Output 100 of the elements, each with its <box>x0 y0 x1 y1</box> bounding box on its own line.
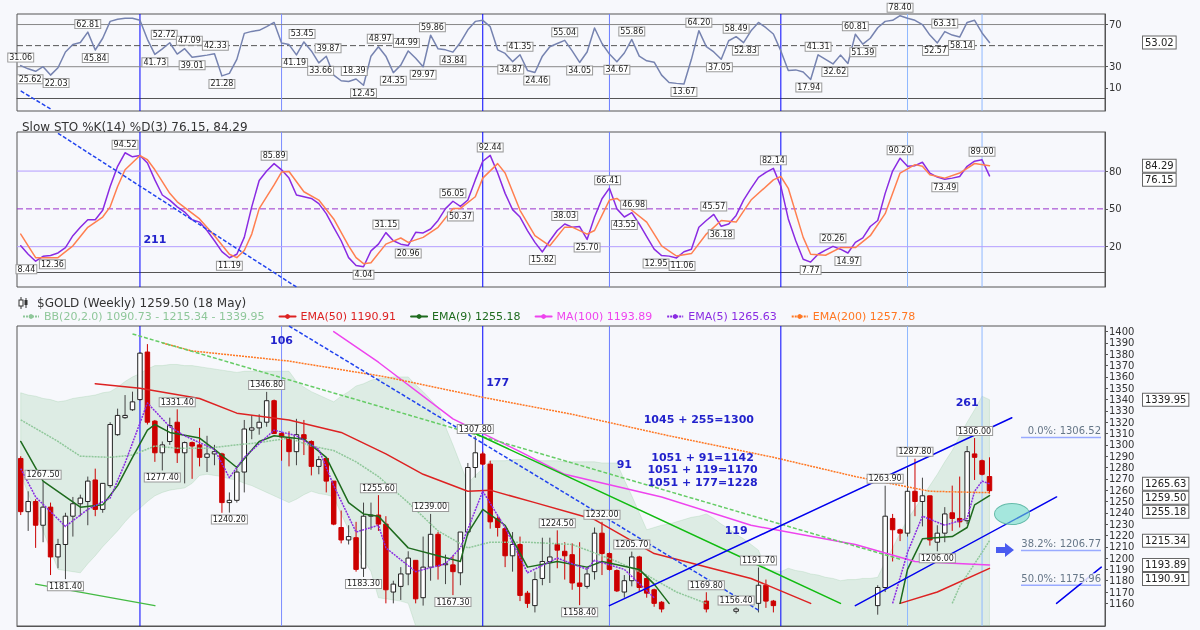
text: 1191.70 <box>741 555 776 565</box>
legend-label: EMA(200) 1257.78 <box>812 310 916 323</box>
y-tick-label: 1280 <box>1109 462 1135 474</box>
text: 84.29 <box>1145 160 1174 172</box>
ref-line-label: 50.0%: 1175.96 <box>1021 572 1101 584</box>
y-tick-label: 1230 <box>1109 518 1135 530</box>
data-label: 66.41 <box>596 175 620 185</box>
legend-label: BB(20,2.0) 1090.73 - 1215.34 - 1339.95 <box>44 310 265 323</box>
text: 1255.18 <box>1145 506 1187 518</box>
data-label: 33.66 <box>309 66 333 76</box>
text: 1339.95 <box>1145 394 1187 406</box>
data-label: 12.95 <box>644 259 668 269</box>
chart-title: Slow STO %K(14) %D(3) 76.15, 84.29 <box>22 120 248 134</box>
data-label: 34.05 <box>568 65 592 75</box>
legend-label: EMA(9) 1255.18 <box>432 310 521 323</box>
data-label: 4.04 <box>354 270 373 280</box>
data-label: 31.06 <box>9 53 33 63</box>
data-label: 60.81 <box>843 21 867 31</box>
data-label: 29.97 <box>411 70 435 80</box>
data-label: 90.20 <box>888 145 912 155</box>
data-label: 41.35 <box>508 42 532 52</box>
data-label: 56.05 <box>441 188 465 198</box>
y-tick-label: 1220 <box>1109 529 1135 541</box>
data-label: 47.09 <box>177 36 201 46</box>
y-tick-label: 1200 <box>1109 552 1135 564</box>
text: 76.15 <box>1145 174 1174 186</box>
text: 1181.40 <box>48 581 82 591</box>
data-label: 36.18 <box>709 229 733 239</box>
data-label: 18.39 <box>342 66 366 76</box>
chart-title: $GOLD (Weekly) 1259.50 (18 May) <box>37 296 247 310</box>
text: 1240.20 <box>212 515 246 525</box>
data-label: 20.96 <box>396 248 420 258</box>
data-label: 53.45 <box>290 29 314 39</box>
annotation: 1051 + 91=1142 <box>651 450 754 464</box>
y-tick-label: 1290 <box>1109 450 1135 462</box>
y-tick-label: 1350 <box>1109 382 1135 394</box>
data-label: 63.31 <box>933 19 957 29</box>
text: 1156.40 <box>719 595 753 605</box>
data-label: 32.62 <box>823 67 847 77</box>
data-label: 45.84 <box>83 53 107 63</box>
data-label: 55.86 <box>620 26 644 36</box>
data-label: 20.26 <box>821 233 845 243</box>
annotation: 177 <box>486 376 510 390</box>
y-tick-label: 1210 <box>1109 541 1135 553</box>
data-label: 25.62 <box>18 74 42 84</box>
text: 1287.80 <box>898 447 932 457</box>
data-label: 52.83 <box>733 46 757 56</box>
data-label: 15.82 <box>530 255 554 265</box>
data-label: 59.86 <box>420 22 444 32</box>
y-tick-label: 1180 <box>1109 575 1135 587</box>
data-label: 24.46 <box>525 76 549 86</box>
data-label: 41.31 <box>806 42 830 52</box>
y-tick-label: 1330 <box>1109 405 1135 417</box>
text: 1306.00 <box>958 426 992 436</box>
y-tick-label: 1380 <box>1109 348 1135 360</box>
y-tick-label: 70 <box>1109 19 1122 31</box>
y-tick-label: 1240 <box>1109 507 1135 519</box>
data-label: 50.37 <box>448 211 472 221</box>
y-tick-label: 1270 <box>1109 473 1135 485</box>
text: 1239.00 <box>414 502 448 512</box>
data-label: 64.20 <box>687 18 711 28</box>
data-label: 34.67 <box>605 65 629 75</box>
data-label: 55.04 <box>553 27 577 37</box>
text: 1232.00 <box>585 510 619 520</box>
data-label: 89.00 <box>970 147 994 157</box>
data-label: 24.35 <box>381 76 405 86</box>
data-label: 58.49 <box>724 24 748 34</box>
data-label: 22.03 <box>44 78 68 88</box>
data-label: 34.87 <box>499 65 523 75</box>
data-label: 52.72 <box>152 30 176 40</box>
data-label: 39.87 <box>316 43 340 53</box>
data-label: 62.81 <box>76 19 100 29</box>
data-label: 21.28 <box>210 79 234 89</box>
data-label: 39.01 <box>180 60 204 70</box>
data-label: 45.57 <box>702 201 726 211</box>
data-label: 46.98 <box>622 200 646 210</box>
text: 1193.89 <box>1145 559 1187 571</box>
y-tick-label: 1340 <box>1109 394 1135 406</box>
y-tick-label: 1160 <box>1109 597 1135 609</box>
data-label: 94.52 <box>113 140 137 150</box>
data-label: 38.03 <box>553 211 577 221</box>
text: 1190.91 <box>1145 573 1187 585</box>
text: 1205.70 <box>615 540 649 550</box>
data-label: 12.36 <box>40 259 64 269</box>
data-label: 31.15 <box>374 220 398 230</box>
data-label: 78.40 <box>888 3 912 13</box>
text: 1255.60 <box>361 483 395 493</box>
y-tick-label: 1400 <box>1109 326 1135 338</box>
legend-label: MA(100) 1193.89 <box>556 310 653 323</box>
annotation: 211 <box>143 232 167 246</box>
text: 1263.90 <box>868 474 902 484</box>
data-label: 8.44 <box>17 264 36 274</box>
data-label: 82.14 <box>761 155 785 165</box>
annotation: 106 <box>270 334 294 348</box>
y-tick-label: 30 <box>1109 61 1122 73</box>
data-label: 52.57 <box>924 46 947 56</box>
y-tick-label: 1360 <box>1109 371 1135 383</box>
data-label: 44.99 <box>394 38 418 48</box>
text: 53.02 <box>1145 36 1174 48</box>
text: 1331.40 <box>160 397 194 407</box>
